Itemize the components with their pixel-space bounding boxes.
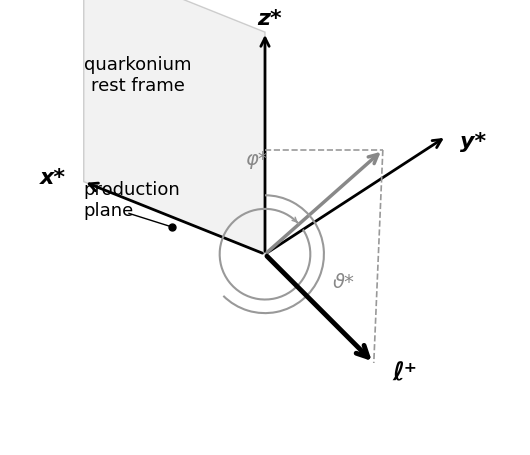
- Text: x*: x*: [40, 168, 66, 188]
- Text: ϑ*: ϑ*: [333, 272, 355, 291]
- Polygon shape: [84, 0, 265, 255]
- Text: y*: y*: [460, 131, 486, 152]
- Text: φ*: φ*: [245, 150, 267, 169]
- Text: ℓ⁺: ℓ⁺: [392, 360, 417, 384]
- Text: z*: z*: [257, 9, 282, 29]
- Text: quarkonium
rest frame: quarkonium rest frame: [84, 56, 192, 94]
- Text: production
plane: production plane: [84, 181, 180, 220]
